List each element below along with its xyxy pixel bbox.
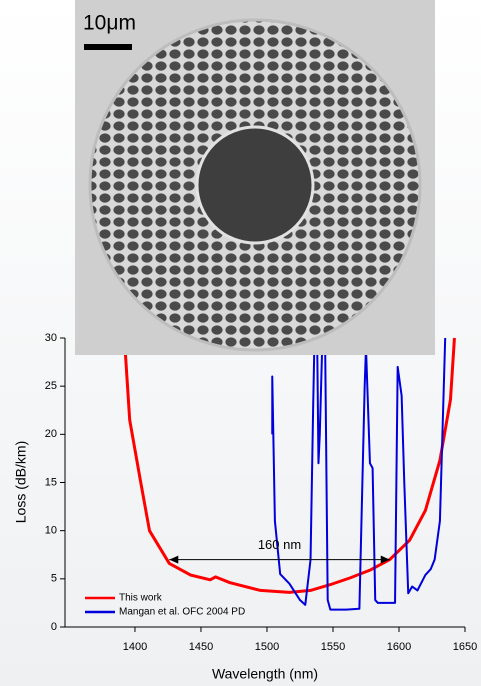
x-tick-label: 1500 xyxy=(255,641,279,653)
annotation-label: 160 nm xyxy=(258,537,301,552)
plot-area: 0 5 10 15 20 25 30 1400 1450 1500 1550 1600 1650 Wave… xyxy=(13,332,478,682)
y-tick-label: 5 xyxy=(51,573,57,585)
x-tick-label: 1550 xyxy=(321,641,345,653)
y-tick-label: 15 xyxy=(45,476,57,488)
series-line xyxy=(271,337,447,611)
y-tick-label: 20 xyxy=(45,428,57,440)
legend-label: This work xyxy=(119,593,163,604)
x-tick-label: 1600 xyxy=(387,641,411,653)
y-tick-label: 30 xyxy=(45,332,57,344)
core xyxy=(195,125,315,245)
series-line xyxy=(122,337,456,594)
fiber-image: 10μm xyxy=(75,0,435,355)
x-tick-label: 1650 xyxy=(453,641,477,653)
scale-bar xyxy=(84,44,132,50)
x-tick-label: 1450 xyxy=(189,641,213,653)
y-tick-label: 0 xyxy=(51,621,57,633)
y-tick-label: 25 xyxy=(45,380,57,392)
arrow-head xyxy=(380,555,390,564)
x-axis-label: Wavelength (nm) xyxy=(212,666,318,682)
cladding-edge xyxy=(88,18,422,352)
y-axis-label: Loss (dB/km) xyxy=(13,441,29,523)
y-tick-label: 10 xyxy=(45,525,57,537)
legend-label: Mangan et al. OFC 2004 PD xyxy=(119,607,245,618)
x-tick-label: 1400 xyxy=(123,641,147,653)
scale-label: 10μm xyxy=(83,12,136,35)
arrow-head xyxy=(169,555,179,564)
